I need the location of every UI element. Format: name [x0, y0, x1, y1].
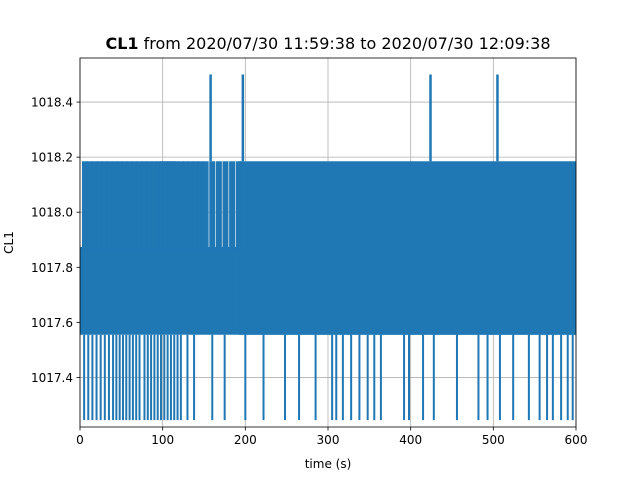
series-rise — [126, 161, 133, 249]
series-rise — [86, 161, 93, 249]
series-rise — [192, 161, 199, 249]
x-tick-label: 0 — [76, 433, 84, 447]
y-tick-label: 1018.2 — [31, 151, 73, 165]
series-rise — [202, 161, 209, 249]
x-tick-label: 300 — [317, 433, 340, 447]
series-rise — [209, 161, 216, 249]
series-rise — [162, 161, 169, 249]
series-rise — [229, 161, 236, 249]
y-tick-label: 1017.4 — [31, 371, 73, 385]
series-rise — [177, 161, 184, 249]
series-rise — [116, 161, 123, 249]
y-tick-label: 1018.0 — [31, 206, 73, 220]
y-axis-label: CL1 — [2, 231, 16, 254]
series-rise — [121, 161, 128, 249]
series-rise — [151, 161, 158, 249]
y-tick-label: 1018.4 — [31, 96, 73, 110]
series-rise — [111, 161, 118, 249]
y-tick-label: 1017.6 — [31, 316, 73, 330]
series-rise — [106, 161, 113, 249]
series-rise — [197, 161, 204, 249]
series-rise — [146, 161, 153, 249]
series-rise — [91, 161, 98, 249]
series-level — [80, 248, 239, 251]
series-rise — [159, 161, 166, 249]
series-rise — [101, 161, 108, 249]
x-tick-label: 100 — [151, 433, 174, 447]
series-band-upper — [238, 161, 576, 335]
x-tick-label: 500 — [482, 433, 505, 447]
x-tick-label: 400 — [399, 433, 422, 447]
series-rise — [136, 161, 143, 249]
series-rise — [172, 161, 179, 249]
series-rise — [156, 161, 163, 249]
series-rise — [182, 161, 189, 249]
series-rise — [81, 161, 88, 249]
series-rise — [187, 161, 194, 249]
series-rise — [166, 161, 173, 249]
x-tick-label: 200 — [234, 433, 257, 447]
series-rise — [215, 161, 222, 249]
y-tick-label: 1017.8 — [31, 261, 73, 275]
series-rise — [235, 161, 242, 249]
x-axis-label: time (s) — [305, 457, 352, 471]
series-rise — [141, 161, 148, 249]
chart-title: CL1 from 2020/07/30 11:59:38 to 2020/07/… — [105, 34, 551, 53]
series-rise — [169, 161, 176, 249]
series-rise — [131, 161, 138, 249]
series-rise — [96, 161, 103, 249]
series-rise — [222, 161, 229, 249]
x-tick-label: 600 — [565, 433, 588, 447]
